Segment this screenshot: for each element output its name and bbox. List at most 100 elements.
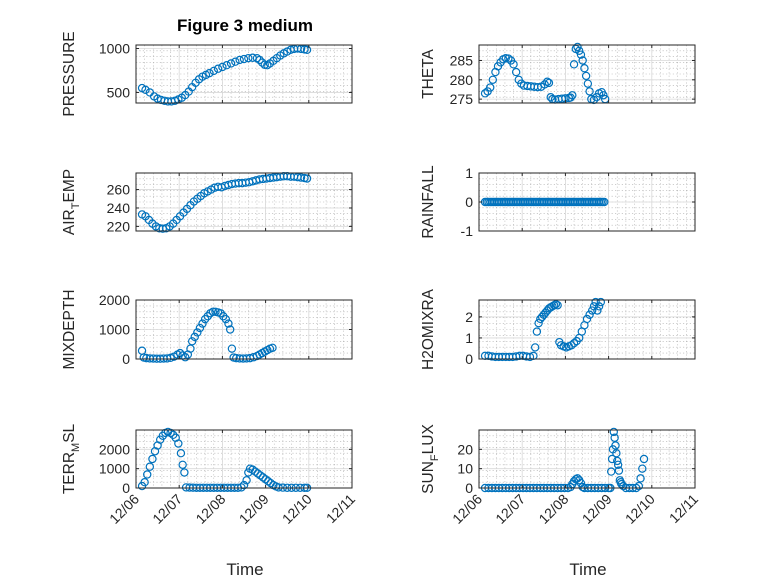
data-point [296,173,306,182]
data-point [638,464,647,473]
y-axis-label-rest: EMP [61,169,78,203]
y-tick-label: 0 [465,194,473,210]
subplot-airtemp: 220 240 260 AIRTEMP [61,169,353,235]
x-tick-label: 12/09 [579,491,615,527]
y-tick-label: 0 [122,351,130,367]
y-tick-label: 1000 [99,41,130,57]
data-point [209,66,218,76]
data-point [181,353,190,362]
data-point [226,59,236,68]
data-point [611,441,620,450]
data-point [244,53,253,63]
data-point [175,348,185,358]
data-point [242,476,251,485]
x-tick-label: 12/07 [149,491,185,527]
data-point [239,54,249,64]
data-point [609,427,618,437]
data-point [302,174,312,183]
y-tick-label: 2 [465,309,473,325]
y-tick-label: 1 [465,165,473,181]
data-point [166,353,175,363]
y-tick-label: 260 [107,182,131,198]
data-point [178,460,187,469]
data-point [190,332,199,342]
data-point [180,468,189,477]
data-point [530,343,540,352]
subplot-mixdepth: 0 1000 2000 MIXDEPTH [61,289,353,370]
data-point [224,319,233,328]
data-point [143,470,152,479]
plot-area [136,173,352,231]
data-point [533,82,542,92]
data-point [145,462,155,471]
y-axis-label-main: AIR [61,209,78,235]
y-axis-label: AIRTEMP [61,169,82,235]
data-point [205,68,214,78]
y-tick-label: 2000 [99,441,130,457]
data-point [532,327,542,336]
data-point [509,60,518,69]
x-tick-label: 12/06 [449,491,485,527]
data-point [613,456,622,466]
subplot-rainfall: -1 0 1 RAINFALL [420,165,696,239]
x-tick-label: 12/07 [492,491,528,527]
data-point [568,91,577,100]
y-axis-label-subscript: M [70,443,82,452]
data-point [488,75,498,85]
x-tick-label: 12/08 [535,491,571,527]
axes-frame [135,429,353,489]
data-point [585,87,594,96]
data-point [208,307,218,316]
data-point [580,63,589,73]
y-axis-label: RAINFALL [420,165,437,239]
data-point [634,481,644,491]
data-point [582,314,592,324]
y-axis-label: SUNFLUX [420,424,441,494]
y-axis-label-rest: LUX [420,424,437,455]
data-point [140,478,149,487]
data-point [599,91,608,100]
data-point [569,60,579,69]
plot-area [479,430,695,488]
data-point [553,301,562,310]
y-tick-label: 220 [107,218,131,234]
data-point [534,318,543,328]
axes-frame [478,429,696,489]
data-point [141,85,150,95]
y-axis-label-subscript: T [70,202,82,209]
x-tick-label: 12/11 [666,491,702,527]
subplot-theta: 275 280 285 THETA [420,42,696,107]
data-point [596,297,606,307]
data-point [504,54,513,63]
y-axis-label: PRESSURE [61,31,78,116]
y-tick-label: 500 [107,84,131,100]
y-tick-label: 0 [465,480,473,496]
data-point [195,323,205,333]
y-axis-label: MIXDEPTH [61,289,78,369]
data-point [606,467,616,476]
data-point [225,325,235,334]
y-axis-label: H2OMIXRA [420,288,437,370]
data-point [176,449,186,458]
y-axis-label: TERRMSL [61,423,82,494]
data-point [268,343,277,352]
y-tick-label: 0 [465,351,473,367]
data-point [587,306,597,315]
data-point [257,58,267,67]
data-point [613,460,623,469]
y-tick-label: 20 [457,441,473,457]
data-point [239,480,249,490]
y-tick-label: 280 [450,72,474,88]
data-point [187,337,197,346]
y-tick-label: 1000 [99,461,130,477]
y-tick-label: -1 [461,223,474,239]
data-point [222,61,231,70]
data-point [237,483,246,492]
data-point [639,454,649,464]
data-point [193,328,202,337]
figure-title: Figure 3 medium [177,16,313,35]
data-point [576,50,586,59]
data-point [549,301,559,310]
data-point [543,77,552,86]
